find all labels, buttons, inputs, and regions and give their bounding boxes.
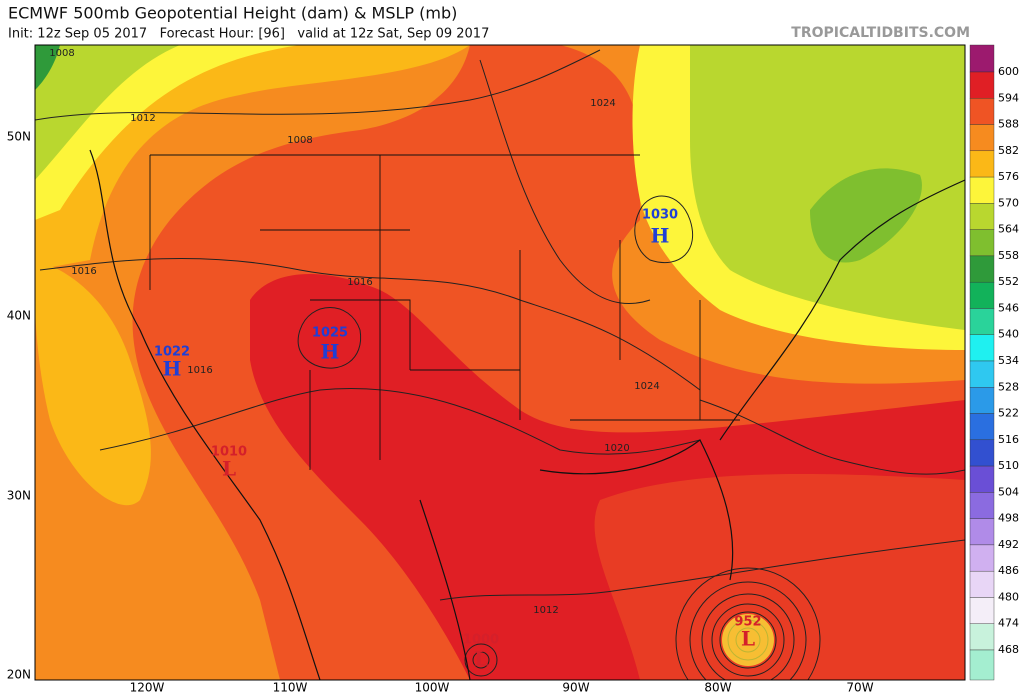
colorbar-label: 474 bbox=[998, 617, 1019, 630]
isobar-label: 1024 bbox=[634, 381, 659, 392]
center-pressure: 952 bbox=[734, 615, 761, 630]
center-letter: L bbox=[474, 647, 488, 671]
colorbar-label: 582 bbox=[998, 144, 1019, 157]
colorbar-label: 516 bbox=[998, 433, 1019, 446]
isobar-label: 1008 bbox=[287, 135, 312, 146]
colorbar-cell bbox=[969, 492, 995, 519]
isobar-label: 1012 bbox=[533, 605, 558, 616]
isobars bbox=[35, 49, 965, 680]
title: ECMWF 500mb Geopotential Height (dam) & … bbox=[8, 4, 457, 23]
center-letter: L bbox=[741, 627, 755, 651]
source: TROPICALTIDBITS.COM bbox=[791, 25, 970, 41]
colorbar-cell bbox=[969, 360, 995, 388]
colorbar-label: 600 bbox=[998, 65, 1019, 78]
colorbar-label: 594 bbox=[998, 91, 1019, 104]
colorbar-label: 534 bbox=[998, 354, 1019, 367]
lat-label: 30N bbox=[7, 489, 31, 503]
lon-label: 90W bbox=[562, 681, 589, 695]
center-pressure: 1030 bbox=[642, 208, 678, 223]
colorbar-cell bbox=[969, 597, 995, 624]
hurricane-core bbox=[722, 614, 774, 666]
colorbar-label: 564 bbox=[998, 223, 1019, 236]
colorbar-cell bbox=[969, 623, 995, 651]
colorbar-cell bbox=[969, 203, 995, 230]
colorbar-cell bbox=[969, 176, 995, 204]
colorbar-cell bbox=[969, 570, 995, 598]
isobar-label: 1020 bbox=[604, 443, 629, 454]
colorbar-cell bbox=[969, 334, 995, 362]
lat-label: 40N bbox=[7, 309, 31, 323]
colorbar-cell bbox=[969, 387, 995, 414]
center-letter: H bbox=[163, 357, 182, 381]
center-letter: H bbox=[321, 340, 340, 364]
colorbar-cell bbox=[969, 413, 995, 441]
center-letter: H bbox=[651, 224, 670, 248]
colorbar-cell bbox=[969, 465, 995, 493]
colorbar-cell bbox=[969, 544, 995, 572]
colorbar-cell bbox=[969, 150, 995, 178]
lon-label: 80W bbox=[704, 681, 731, 695]
field-558 bbox=[810, 168, 922, 263]
colorbar-label: 552 bbox=[998, 275, 1019, 288]
coastlines bbox=[89, 149, 965, 680]
colorbar-cell bbox=[969, 44, 995, 73]
lat-label: 20N bbox=[7, 668, 31, 682]
field-576 bbox=[35, 260, 151, 506]
isobar-label: 1024 bbox=[590, 98, 615, 109]
state-borders bbox=[149, 154, 740, 470]
map-frame bbox=[34, 44, 966, 681]
lon-label: 100W bbox=[415, 681, 450, 695]
colorbar-cell bbox=[969, 124, 995, 152]
isobar-label: 1016 bbox=[347, 277, 372, 288]
colorbar-cell bbox=[969, 255, 995, 283]
lon-label: 70W bbox=[846, 681, 873, 695]
center-letter: L bbox=[222, 457, 236, 481]
field-552 bbox=[35, 45, 60, 90]
colorbar-cell bbox=[969, 98, 995, 125]
height-field bbox=[35, 45, 965, 680]
colorbar-label: 498 bbox=[998, 512, 1019, 525]
colorbar-cell bbox=[969, 229, 995, 257]
colorbar-label: 570 bbox=[998, 196, 1019, 209]
colorbar-label: 576 bbox=[998, 170, 1019, 183]
center-pressure: 1025 bbox=[312, 326, 348, 341]
colorbar-label: 528 bbox=[998, 380, 1019, 393]
colorbar-label: 522 bbox=[998, 407, 1019, 420]
field-582 bbox=[35, 45, 470, 680]
colorbar-label: 486 bbox=[998, 564, 1019, 577]
colorbar-cell bbox=[969, 281, 995, 309]
colorbar-label: 504 bbox=[998, 485, 1019, 498]
field-564 bbox=[690, 45, 965, 330]
field-588 bbox=[594, 474, 965, 680]
lat-label: 50N bbox=[7, 130, 31, 144]
colorbar-label: 492 bbox=[998, 538, 1019, 551]
lon-label: 110W bbox=[273, 681, 308, 695]
colorbar-label: 588 bbox=[998, 118, 1019, 131]
center-pressure: 1000 bbox=[463, 633, 499, 648]
subtitle: Init: 12z Sep 05 2017 Forecast Hour: [96… bbox=[8, 27, 489, 42]
center-pressure: 1010 bbox=[211, 445, 247, 460]
colorbar-label: 480 bbox=[998, 590, 1019, 603]
colorbar-label: 468 bbox=[998, 643, 1019, 656]
isobar-label: 1016 bbox=[187, 365, 212, 376]
colorbar-cell bbox=[969, 439, 995, 467]
lon-label: 120W bbox=[130, 681, 165, 695]
colorbar-label: 540 bbox=[998, 328, 1019, 341]
isobar-label: 1012 bbox=[130, 113, 155, 124]
field-564 bbox=[35, 45, 180, 180]
isobar-label: 1016 bbox=[71, 266, 96, 277]
colorbar-cell bbox=[969, 308, 995, 335]
colorbar-cell bbox=[969, 518, 995, 546]
colorbar-label: 546 bbox=[998, 301, 1019, 314]
colorbar-cell bbox=[969, 649, 995, 681]
center-pressure: 1022 bbox=[154, 345, 190, 360]
colorbar-label: 558 bbox=[998, 249, 1019, 262]
colorbar-cell bbox=[969, 71, 995, 99]
isobar-label: 1008 bbox=[49, 48, 74, 59]
colorbar-label: 510 bbox=[998, 459, 1019, 472]
